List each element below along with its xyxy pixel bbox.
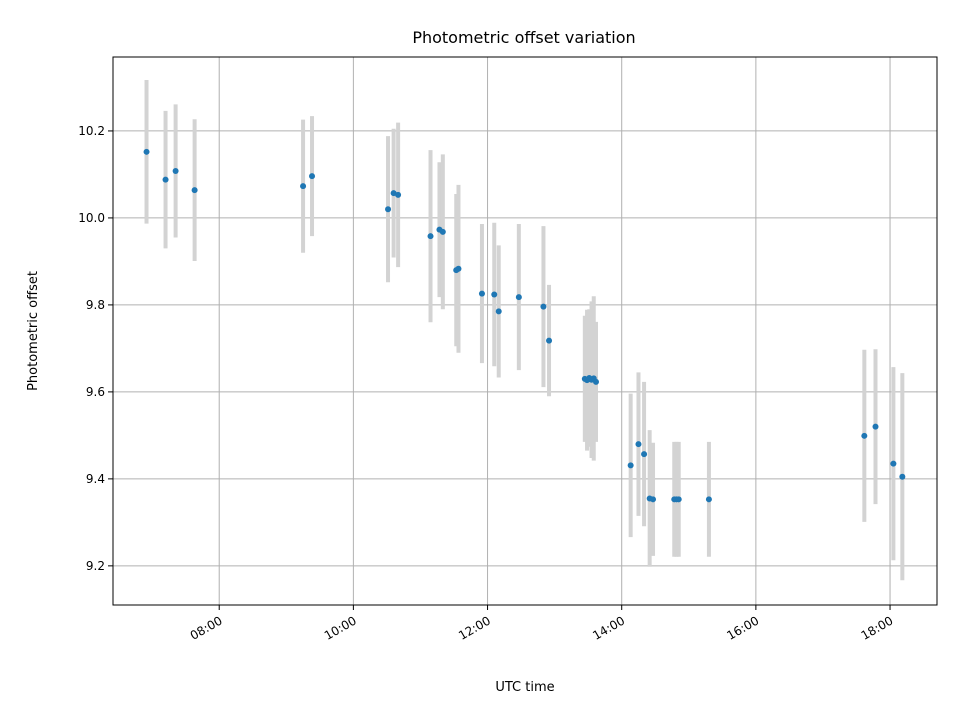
data-point [861, 432, 868, 439]
data-point [515, 294, 522, 301]
data-point [455, 265, 462, 272]
chart-title: Photometric offset variation [412, 28, 635, 47]
data-point [635, 441, 642, 448]
data-point [300, 183, 307, 190]
data-point [899, 473, 906, 480]
data-point [495, 308, 502, 315]
data-points [143, 148, 906, 503]
data-point [309, 173, 316, 180]
data-point [162, 176, 169, 183]
data-point [872, 423, 879, 430]
y-axis-label: Photometric offset [26, 271, 41, 391]
data-point [890, 460, 897, 467]
y-tick-label: 9.8 [86, 298, 105, 312]
data-point [143, 148, 150, 155]
data-point [650, 496, 657, 503]
data-point [478, 290, 485, 297]
data-point [592, 378, 599, 385]
data-point [172, 167, 179, 174]
data-point [385, 206, 392, 213]
plot-frame [112, 56, 938, 606]
data-point [491, 291, 498, 298]
data-point [546, 337, 553, 344]
data-point [627, 462, 634, 469]
y-tick-label: 10.2 [78, 124, 105, 138]
y-axis-ticks: 9.2 9.4 9.6 9.8 10.0 10.2 [78, 124, 113, 573]
data-point [705, 496, 712, 503]
data-point [439, 228, 446, 235]
y-tick-label: 9.6 [86, 385, 105, 399]
data-point [427, 233, 434, 240]
data-point [395, 191, 402, 198]
grid [113, 57, 937, 605]
x-axis-label: UTC time [495, 680, 554, 695]
data-point [675, 496, 682, 503]
data-point [191, 187, 198, 194]
data-point [641, 451, 648, 458]
y-tick-label: 9.4 [86, 472, 105, 486]
y-tick-label: 9.2 [86, 559, 105, 573]
data-point [540, 303, 547, 310]
y-tick-label: 10.0 [78, 211, 105, 225]
